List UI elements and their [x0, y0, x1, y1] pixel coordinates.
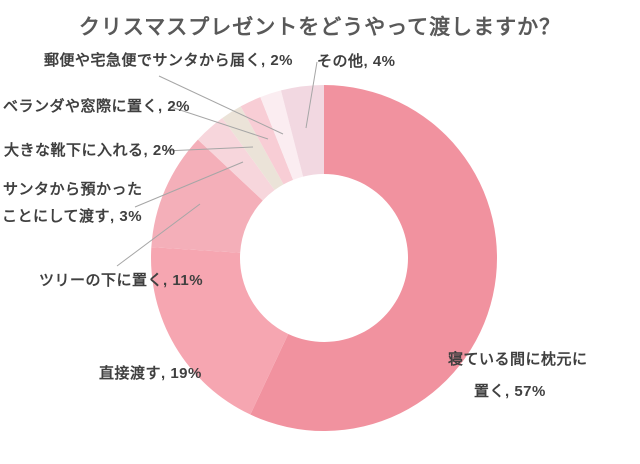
callout-big-sock: 大きな靴下に入れる, 2%: [4, 142, 176, 159]
callout-bedside-l1: 寝ている間に枕元に: [448, 351, 588, 368]
donut-slice-1: [150, 247, 289, 415]
leader-line-under-tree: [116, 203, 201, 267]
callout-from-santa-l1: サンタから預かった: [3, 181, 143, 198]
callout-from-santa-l2: ことにして渡す, 3%: [2, 208, 143, 225]
donut-slice-7: [280, 85, 324, 177]
leader-line-from-santa: [134, 161, 244, 208]
donut-slice-6: [260, 90, 304, 180]
donut-slice-4: [222, 106, 284, 191]
donut-slice-2: [151, 139, 263, 253]
callout-hand-directly: 直接渡す, 19%: [99, 365, 202, 382]
callout-bedside-l2: 置く, 57%: [474, 383, 546, 400]
donut-slice-3: [197, 118, 275, 201]
donut-slice-0: [250, 85, 497, 431]
callout-under-tree: ツリーの下に置く, 11%: [39, 272, 204, 289]
callout-mail-delivery: 郵便や宅急便でサンタから届く, 2%: [44, 52, 294, 69]
chart-title: クリスマスプレゼントをどうやって渡しますか？: [78, 16, 562, 39]
leader-line-other: [305, 61, 318, 129]
callout-veranda: ベランダや窓際に置く, 2%: [3, 98, 191, 115]
leader-line-mail-delivery: [158, 75, 284, 135]
leader-line-veranda: [170, 106, 269, 140]
callout-other: その他, 4%: [317, 53, 396, 70]
donut-slice-5: [240, 97, 294, 185]
leader-line-big-sock: [164, 146, 254, 152]
